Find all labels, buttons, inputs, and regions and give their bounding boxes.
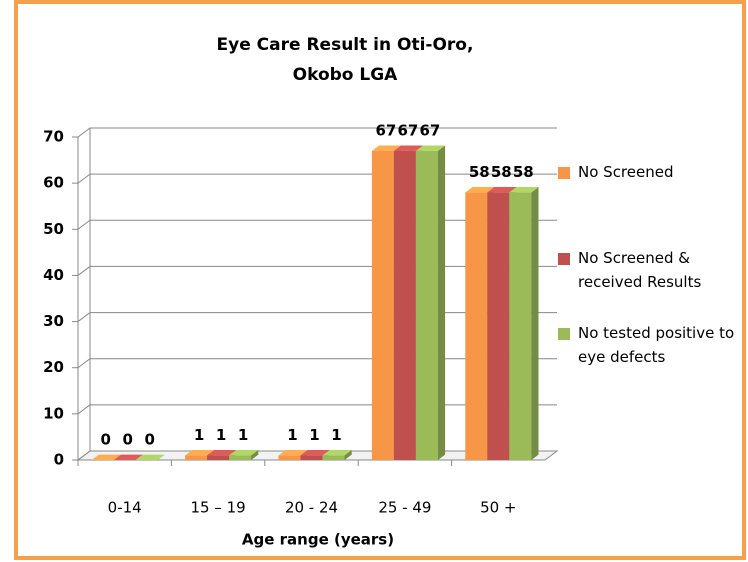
- bar-top: [278, 449, 308, 456]
- legend-label: No tested positive to eye defects: [578, 324, 735, 366]
- data-label: 0: [122, 431, 132, 449]
- bar-top: [322, 449, 352, 456]
- bar-side: [251, 449, 259, 460]
- y-tick-label: 40: [43, 266, 64, 284]
- y-tick-label: 30: [43, 312, 64, 330]
- data-label: 67: [397, 121, 418, 139]
- bar: [207, 455, 230, 460]
- legend-label: No Screened & received Results: [578, 249, 702, 291]
- y-tick-label: 50: [43, 220, 64, 238]
- data-label: 67: [375, 121, 396, 139]
- chart-title: Eye Care Result in Oti-Oro, Okobo LGA: [216, 35, 474, 85]
- data-label: 1: [287, 426, 297, 444]
- data-label: 1: [194, 426, 204, 444]
- bar-top: [371, 145, 402, 151]
- legend-swatch: [558, 167, 570, 179]
- y-tick-label: 0: [54, 451, 64, 469]
- bar: [322, 455, 345, 460]
- legend-swatch: [558, 253, 570, 265]
- bar-side: [531, 186, 539, 460]
- data-label: 58: [491, 163, 512, 181]
- grid-line: [77, 127, 557, 138]
- frame: [14, 0, 746, 560]
- bar-top: [393, 145, 424, 151]
- bar-top: [415, 145, 446, 151]
- bar: [415, 150, 438, 461]
- data-label: 58: [469, 163, 490, 181]
- x-tick-label: 50 +: [480, 499, 516, 517]
- y-tick-label: 10: [43, 404, 64, 422]
- bar: [509, 192, 532, 460]
- bar-top: [185, 449, 215, 456]
- x-tick-label: 15 – 19: [190, 499, 245, 517]
- bar: [393, 150, 416, 461]
- bar-top: [487, 186, 517, 193]
- bar-top: [207, 449, 237, 456]
- y-tick-label: 70: [43, 128, 64, 146]
- bar-top: [91, 454, 121, 460]
- y-tick-label: 20: [43, 358, 64, 376]
- x-axis-label: Age range (years): [242, 531, 394, 549]
- data-label: 1: [309, 426, 319, 444]
- data-label: 1: [238, 426, 248, 444]
- bar: [465, 192, 488, 460]
- bar-top: [229, 449, 259, 456]
- data-label: 58: [513, 163, 534, 181]
- data-label: 67: [419, 121, 440, 139]
- legend-label: No Screened: [578, 163, 674, 181]
- bar-side: [344, 449, 352, 460]
- bar-side: [437, 145, 446, 460]
- data-label: 1: [216, 426, 226, 444]
- bar: [371, 150, 394, 461]
- x-tick-label: 0-14: [108, 499, 142, 517]
- x-tick-label: 20 - 24: [285, 499, 338, 517]
- bar-top: [509, 186, 539, 193]
- data-label: 0: [100, 431, 110, 449]
- x-tick-label: 25 - 49: [378, 499, 431, 517]
- bar-top: [465, 186, 495, 193]
- bar: [229, 455, 252, 460]
- bar: [185, 455, 208, 460]
- bar: [278, 455, 301, 460]
- bar-top: [113, 454, 143, 460]
- bar-top: [300, 449, 330, 456]
- bar: [487, 192, 510, 460]
- bar-top: [135, 454, 165, 460]
- legend-swatch: [558, 328, 570, 340]
- bar: [300, 455, 323, 460]
- data-label: 1: [331, 426, 341, 444]
- data-label: 0: [144, 431, 154, 449]
- y-tick-label: 60: [43, 174, 64, 192]
